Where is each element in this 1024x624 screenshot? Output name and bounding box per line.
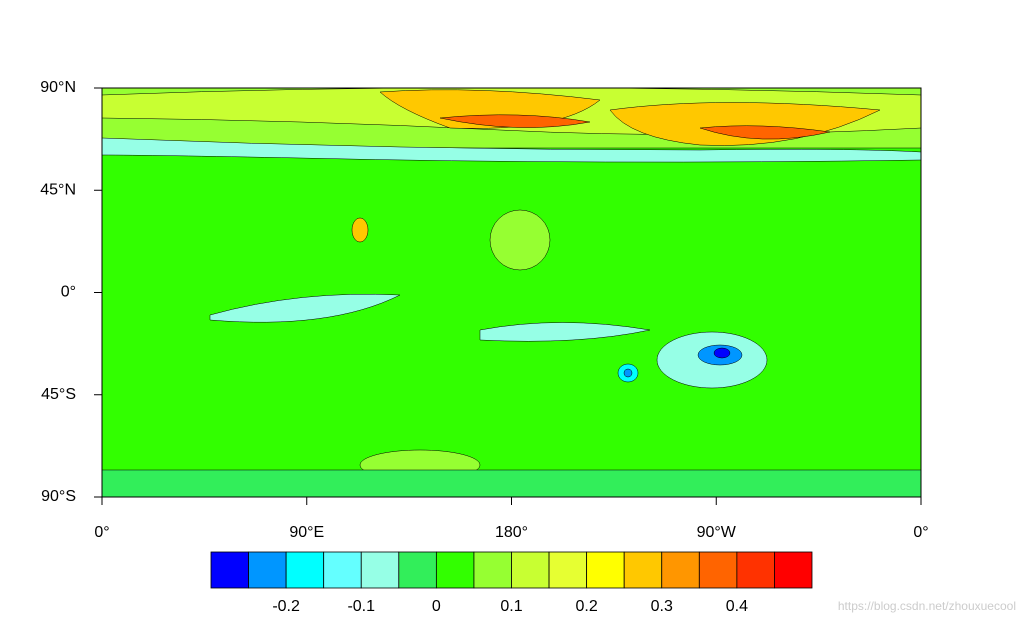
colorbar-box bbox=[323, 551, 362, 589]
contour-field bbox=[102, 88, 921, 497]
colorbar-box bbox=[210, 551, 249, 589]
x-tick-label: 0° bbox=[913, 524, 928, 541]
colorbar-box bbox=[623, 551, 663, 589]
colorbar: -0.2 -0.1 0 0.1 0.2 0.3 0.4 bbox=[210, 551, 813, 615]
x-tick-label: 90°E bbox=[289, 524, 324, 541]
y-tick-label: 45°N bbox=[40, 181, 76, 198]
x-tick-label: 180° bbox=[495, 524, 528, 541]
y-tick-label: 90°S bbox=[41, 488, 76, 505]
colorbar-label: -0.2 bbox=[272, 598, 300, 615]
colorbar-box bbox=[586, 551, 625, 589]
colorbar-label: 0.1 bbox=[500, 598, 522, 615]
colorbar-box bbox=[511, 551, 550, 589]
colorbar-box bbox=[698, 551, 738, 589]
colorbar-label: -0.1 bbox=[347, 598, 375, 615]
colorbar-box bbox=[360, 551, 400, 589]
axes: 0° 90°E 180° 90°W 0° 90°N 45°N 0° 45°S 90°S bbox=[40, 79, 928, 541]
colorbar-box bbox=[398, 551, 437, 589]
y-tick-label: 45°S bbox=[41, 386, 76, 403]
colorbar-box bbox=[435, 551, 475, 589]
colorbar-box bbox=[548, 551, 588, 589]
colorbar-box bbox=[248, 551, 287, 589]
colorbar-box bbox=[473, 551, 512, 589]
colorbar-label: 0.4 bbox=[726, 598, 748, 615]
colorbar-label: 0.2 bbox=[576, 598, 598, 615]
x-tick-label: 90°W bbox=[697, 524, 737, 541]
y-tick-label: 90°N bbox=[40, 79, 76, 96]
colorbar-box bbox=[285, 551, 325, 589]
colorbar-box bbox=[661, 551, 700, 589]
x-tick-label: 0° bbox=[94, 524, 109, 541]
colorbar-label: 0.3 bbox=[651, 598, 673, 615]
y-tick-label: 0° bbox=[61, 284, 76, 301]
colorbar-box bbox=[736, 551, 775, 589]
watermark: https://blog.csdn.net/zhouxuecool bbox=[838, 599, 1016, 613]
colorbar-box bbox=[774, 551, 813, 589]
colorbar-label: 0 bbox=[432, 598, 441, 615]
